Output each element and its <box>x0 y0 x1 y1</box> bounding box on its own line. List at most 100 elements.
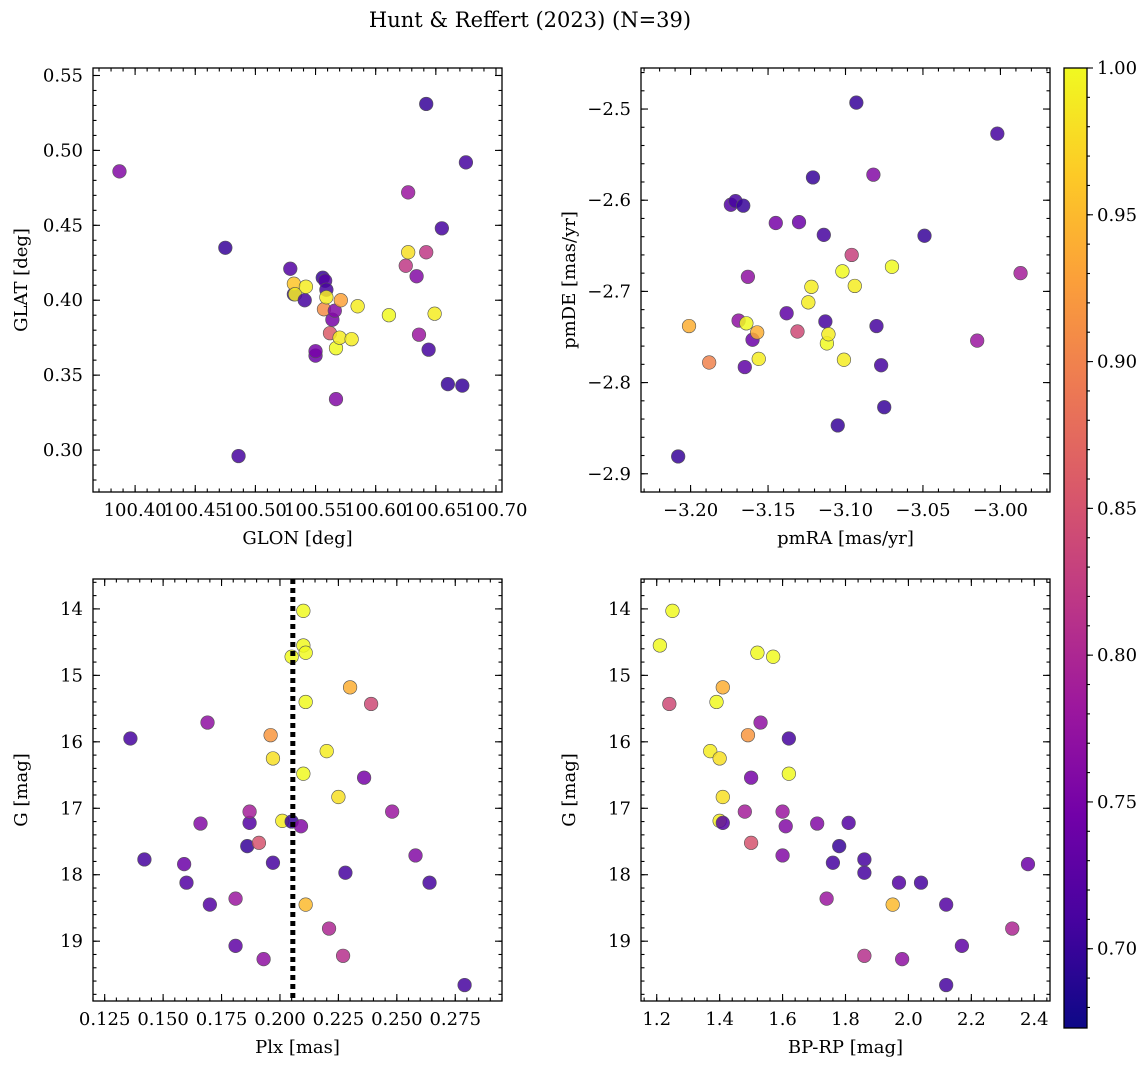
data-point <box>342 680 358 695</box>
data-point <box>825 855 841 870</box>
data-point <box>954 938 970 953</box>
data-point <box>179 875 194 890</box>
data-point <box>810 816 825 831</box>
x-tick-label: 0.200 <box>254 1009 306 1030</box>
x-tick-label: 100.50 <box>224 500 287 521</box>
data-point <box>296 603 311 618</box>
data-point <box>744 835 759 850</box>
x-tick-label: −3.20 <box>663 500 718 521</box>
colorbar: 0.70 0.75 0.80 0.85 0.90 0.95 1.00 <box>1063 58 1137 1029</box>
data-point <box>409 269 424 284</box>
data-point <box>385 804 400 819</box>
data-point <box>712 751 727 766</box>
plot-frame <box>92 578 503 1002</box>
data-point <box>263 728 278 743</box>
data-point <box>939 897 954 912</box>
data-point <box>350 299 365 314</box>
y-tick-label: 19 <box>60 931 83 952</box>
data-point <box>744 770 759 785</box>
x-tick-label: 1.6 <box>768 1009 797 1030</box>
x-axis-label: Plx [mas] <box>255 1037 340 1058</box>
data-point <box>703 744 718 759</box>
x-tick-label: 0.225 <box>313 1009 365 1030</box>
plot-frame <box>92 67 503 493</box>
colorbar-tick-label: 0.80 <box>1097 645 1137 666</box>
colorbar-tick-label: 0.70 <box>1097 939 1137 960</box>
data-point <box>1005 921 1020 936</box>
data-point <box>333 293 348 308</box>
data-point <box>193 816 208 831</box>
colorbar-tick-label: 0.95 <box>1097 205 1137 226</box>
data-point <box>298 279 314 294</box>
data-point <box>869 318 884 334</box>
x-tick-label: 2.0 <box>894 1009 923 1030</box>
data-point <box>715 680 730 695</box>
y-axis-label: GLAT [deg] <box>11 228 32 332</box>
scatter-panel-1: 100.40100.45100.50100.55100.60100.65100.… <box>11 65 527 549</box>
x-axis-label: BP-RP [mag] <box>788 1037 903 1058</box>
x-tick-label: 0.275 <box>429 1009 481 1030</box>
data-point <box>177 856 192 872</box>
x-tick-label: 100.70 <box>464 500 527 521</box>
scatter-panel-2: −3.20 −3.15 −3.10 −3.05 −3.00 −2.9 −2.8 −2.7 −2.… <box>559 67 1051 549</box>
scatter-panel-3: 0.125 0.150 0.175 0.200 0.225 0.250 0.275 14 15 1… <box>11 578 503 1058</box>
data-point <box>319 290 334 305</box>
data-point <box>401 245 416 260</box>
data-point <box>739 316 754 331</box>
colorbar-tick-label: 0.90 <box>1097 352 1137 373</box>
y-tick-label: 0.35 <box>43 365 83 386</box>
data-point <box>821 327 836 342</box>
data-point <box>335 948 351 963</box>
data-point <box>891 875 907 890</box>
data-point <box>137 852 152 867</box>
data-point <box>816 227 831 242</box>
data-point <box>231 448 246 464</box>
y-tick-label: 0.50 <box>43 140 83 161</box>
data-point <box>805 170 821 185</box>
data-point <box>297 293 312 308</box>
y-tick-label: −2.9 <box>587 464 631 485</box>
data-point <box>332 330 347 345</box>
y-tick-label: 0.45 <box>43 215 83 236</box>
data-point <box>298 897 313 912</box>
data-point <box>344 332 359 347</box>
y-tick-label: 15 <box>60 665 83 686</box>
data-point <box>835 264 850 279</box>
colorbar-gradient <box>1064 68 1087 1028</box>
data-point <box>819 891 834 906</box>
data-point <box>200 715 215 730</box>
data-point <box>857 948 872 963</box>
data-point <box>779 306 794 321</box>
data-point <box>740 728 756 743</box>
data-point <box>849 95 864 110</box>
data-point <box>736 198 751 213</box>
data-point <box>874 358 889 373</box>
x-tick-label: 100.55 <box>284 500 347 521</box>
data-point <box>308 344 323 359</box>
data-point <box>328 392 344 407</box>
data-point <box>917 228 932 243</box>
data-point <box>265 855 281 870</box>
x-tick-label: 1.8 <box>831 1009 860 1030</box>
data-point <box>990 126 1005 141</box>
data-point <box>913 875 929 890</box>
x-tick-label: 2.2 <box>957 1009 986 1030</box>
data-point <box>408 848 423 863</box>
x-tick-label: 1.4 <box>705 1009 734 1030</box>
y-tick-label: −2.6 <box>587 190 631 211</box>
data-point <box>319 744 334 759</box>
y-tick-label: −2.7 <box>587 281 631 302</box>
data-point <box>702 355 717 370</box>
y-axis-label: pmDE [mas/yr] <box>559 211 580 349</box>
data-point <box>877 400 892 415</box>
data-point <box>251 835 267 850</box>
data-point <box>775 848 790 863</box>
data-point <box>434 221 449 236</box>
data-point <box>750 645 765 660</box>
y-tick-label: 14 <box>60 599 83 620</box>
data-point <box>841 815 856 830</box>
data-point <box>832 839 847 854</box>
data-point <box>857 865 872 880</box>
data-point <box>857 852 872 867</box>
